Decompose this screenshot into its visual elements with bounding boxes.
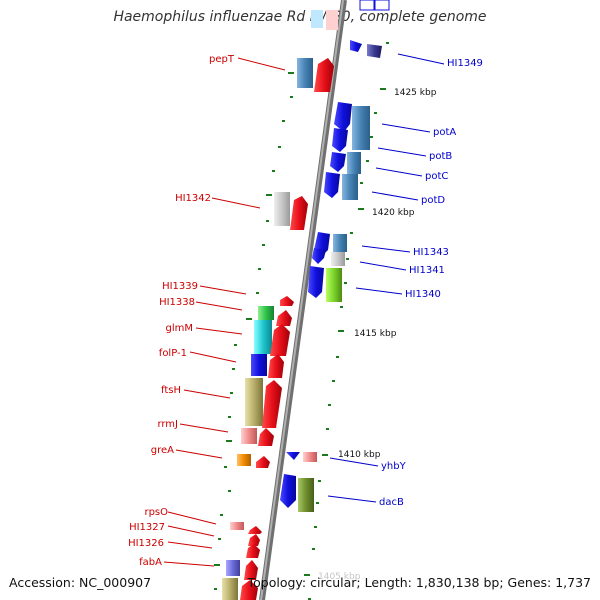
- gene-arrow[interactable]: [280, 296, 294, 306]
- gene-arrow[interactable]: [262, 380, 282, 428]
- gene-label[interactable]: rpsO: [144, 507, 168, 518]
- gene-label[interactable]: HI1326: [128, 538, 164, 549]
- gene-arrow[interactable]: [258, 428, 274, 446]
- right-gene-labels: HI1349 potA potB potC potD HI1343 HI1341…: [379, 58, 483, 508]
- gene-arrow[interactable]: [222, 578, 238, 600]
- gene-arrow[interactable]: [367, 44, 382, 58]
- right-leader-lines: [327, 53, 445, 503]
- kbp-label: 1420 kbp: [372, 208, 415, 218]
- gene-arrow[interactable]: [256, 456, 270, 468]
- gene-arrow[interactable]: [312, 248, 326, 264]
- genome-summary-text: Topology: circular; Length: 1,830,138 bp…: [247, 575, 591, 590]
- gene-arrow[interactable]: [303, 452, 317, 462]
- gene-label[interactable]: fabA: [139, 557, 162, 568]
- gene-arrow[interactable]: [352, 106, 370, 150]
- gene-label[interactable]: HI1340: [405, 289, 441, 300]
- gene-arrow[interactable]: [240, 580, 258, 600]
- gene-arrow[interactable]: [359, 0, 375, 11]
- gene-label[interactable]: HI1349: [447, 58, 483, 69]
- gene-label[interactable]: potC: [425, 171, 448, 182]
- gene-label[interactable]: dacB: [379, 497, 404, 508]
- gene-arrow[interactable]: [230, 522, 244, 530]
- gene-label[interactable]: glmM: [166, 323, 194, 334]
- gene-arrow[interactable]: [286, 452, 300, 460]
- gene-label[interactable]: pepT: [209, 54, 235, 65]
- gene-arrow[interactable]: [276, 310, 292, 326]
- gene-label[interactable]: rrmJ: [157, 419, 178, 430]
- gene-arrow[interactable]: [334, 102, 352, 132]
- gene-label[interactable]: potD: [421, 195, 445, 206]
- gene-arrow[interactable]: [290, 196, 308, 230]
- gene-label[interactable]: HI1342: [175, 193, 211, 204]
- gene-arrow[interactable]: [244, 560, 258, 580]
- gene-arrow[interactable]: [245, 378, 263, 426]
- gene-label[interactable]: ftsH: [161, 385, 181, 396]
- gene-arrow[interactable]: [226, 560, 240, 576]
- gene-arrow[interactable]: [270, 324, 290, 356]
- gene-arrow[interactable]: [308, 266, 324, 298]
- gene-arrow[interactable]: [311, 10, 323, 28]
- gene-label[interactable]: potB: [429, 151, 452, 162]
- kbp-label: 1425 kbp: [394, 88, 437, 98]
- gene-arrow[interactable]: [274, 192, 290, 226]
- gene-arrow[interactable]: [237, 454, 251, 466]
- gene-label[interactable]: greA: [151, 445, 174, 456]
- gene-label[interactable]: yhbY: [381, 461, 407, 472]
- left-leader-lines: [163, 57, 286, 567]
- gene-label[interactable]: potA: [433, 127, 456, 138]
- gene-arrow[interactable]: [342, 174, 358, 200]
- left-gene-labels: pepT HI1342 HI1339 HI1338 glmM folP-1 ft…: [128, 54, 235, 568]
- gene-arrow[interactable]: [332, 128, 348, 152]
- gene-arrow[interactable]: [326, 10, 338, 30]
- gene-arrow[interactable]: [254, 320, 272, 354]
- gene-arrow[interactable]: [246, 544, 260, 558]
- gene-arrow[interactable]: [297, 58, 313, 88]
- gene-label[interactable]: HI1327: [129, 522, 165, 533]
- kbp-label: 1415 kbp: [354, 329, 397, 339]
- gene-label[interactable]: HI1343: [413, 247, 449, 258]
- gene-arrow[interactable]: [314, 58, 334, 92]
- gene-label[interactable]: HI1339: [162, 281, 198, 292]
- gene-arrow[interactable]: [248, 526, 262, 534]
- gene-arrow[interactable]: [280, 474, 296, 508]
- gene-arrow[interactable]: [326, 268, 342, 302]
- gene-arrow[interactable]: [331, 252, 345, 266]
- gene-label[interactable]: HI1341: [409, 265, 445, 276]
- accession-text: Accession: NC_000907: [9, 575, 152, 590]
- gene-arrow[interactable]: [268, 354, 284, 378]
- scale-ticks: [214, 42, 389, 600]
- gene-arrow[interactable]: [251, 354, 267, 376]
- gene-arrow[interactable]: [374, 0, 390, 11]
- kbp-label: 1410 kbp: [338, 450, 381, 460]
- gene-arrow[interactable]: [258, 306, 274, 320]
- gene-arrow[interactable]: [298, 478, 314, 512]
- kbp-labels: 1425 kbp 1420 kbp 1415 kbp 1410 kbp 1405…: [318, 88, 437, 582]
- gene-arrow[interactable]: [330, 152, 346, 172]
- gene-arrow[interactable]: [333, 234, 347, 252]
- kbp-label: 1405 kbp: [318, 572, 361, 582]
- gene-label[interactable]: folP-1: [159, 348, 187, 359]
- map-title: Haemophilus influenzae Rd KW20, complete…: [113, 9, 487, 25]
- gene-label[interactable]: HI1338: [159, 297, 195, 308]
- gene-arrow[interactable]: [241, 428, 257, 444]
- gene-arrow[interactable]: [248, 534, 260, 546]
- gene-arrow[interactable]: [350, 40, 362, 52]
- gene-arrow[interactable]: [347, 152, 361, 174]
- gene-arrow[interactable]: [324, 172, 340, 198]
